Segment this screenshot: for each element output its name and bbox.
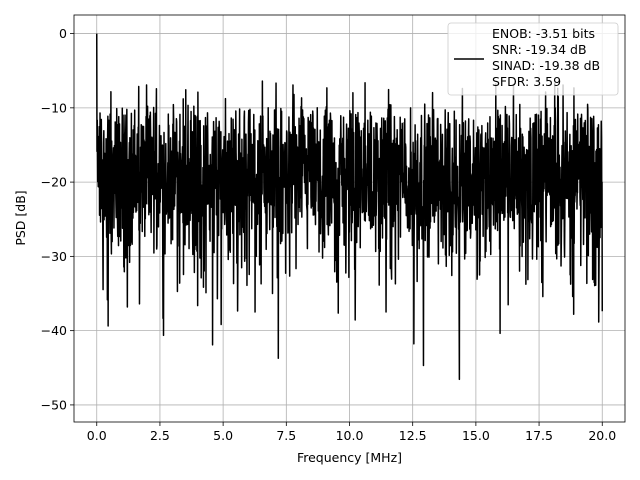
legend-sinad: SINAD: -19.38 dB	[492, 58, 600, 73]
x-tick-label: 0.0	[87, 428, 107, 443]
y-tick-label: −30	[41, 249, 67, 264]
x-tick-label: 2.5	[150, 428, 170, 443]
legend: ENOB: -3.51 bits SNR: -19.34 dB SINAD: -…	[447, 22, 619, 96]
x-axis: 0.0 2.5 5.0 7.5 10.0 12.5 15.0 17.5 20.0	[87, 422, 616, 443]
legend-snr: SNR: -19.34 dB	[492, 42, 587, 57]
y-tick-label: −50	[41, 397, 67, 412]
y-axis: 0 −10 −20 −30 −40 −50	[41, 26, 74, 412]
y-tick-label: −20	[41, 175, 67, 190]
x-tick-label: 10.0	[336, 428, 364, 443]
x-tick-label: 15.0	[462, 428, 490, 443]
y-axis-label: PSD [dB]	[13, 190, 28, 245]
y-tick-label: 0	[59, 26, 67, 41]
x-axis-label: Frequency [MHz]	[297, 450, 402, 465]
legend-box	[447, 22, 619, 96]
psd-series-line	[96, 33, 603, 381]
x-tick-label: 5.0	[213, 428, 233, 443]
legend-sfdr: SFDR: 3.59	[492, 74, 561, 89]
x-tick-label: 17.5	[525, 428, 553, 443]
x-tick-label: 20.0	[588, 428, 616, 443]
y-tick-label: −10	[41, 100, 67, 115]
x-tick-label: 7.5	[276, 428, 296, 443]
legend-enob: ENOB: -3.51 bits	[492, 26, 595, 41]
y-tick-label: −40	[41, 323, 67, 338]
x-tick-label: 12.5	[399, 428, 427, 443]
